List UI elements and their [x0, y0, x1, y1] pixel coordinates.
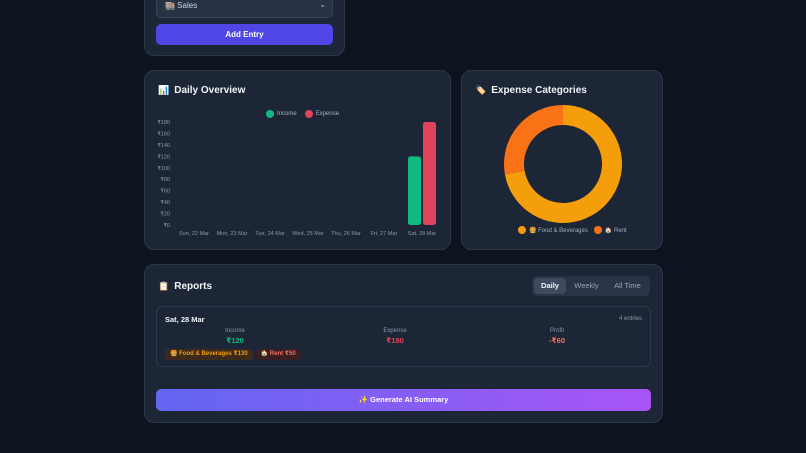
daily-overview-title: 📊 Daily Overview [158, 85, 245, 96]
clipboard-icon: 📋 [158, 281, 170, 291]
daily-overview-title-text: Daily Overview [174, 85, 246, 96]
x-tick-label: Thu, 26 Mar [331, 231, 361, 237]
expense-stat-label: Expense [383, 328, 407, 334]
y-tick-label: ₹120 [157, 153, 170, 160]
expense-categories-title: 🏷️ Expense Categories [475, 85, 587, 96]
bar-income [408, 156, 421, 225]
y-tick-label: ₹160 [157, 130, 170, 137]
profit-stat-value: -₹60 [548, 336, 566, 345]
y-tick-label: ₹20 [160, 211, 170, 218]
category-select-value: 🏬 Sales [165, 1, 198, 10]
day-report-entries: 4 entries [618, 316, 642, 322]
bar-chart-icon: 📊 [158, 85, 170, 95]
rent-dot-icon [593, 226, 602, 234]
income-dot-icon [266, 110, 274, 118]
x-tick-label: Sun, 22 Mar [179, 231, 209, 237]
y-tick-label: ₹180 [157, 119, 170, 126]
category-chips: 🍔 Food & Beverages ₹130 🏠 Rent ₹50 [165, 349, 301, 360]
x-tick-label: Sat, 28 Mar [408, 231, 437, 237]
generate-ai-summary-button[interactable]: ✨ Generate AI Summary [156, 389, 651, 411]
x-tick-label: Tue, 24 Mar [255, 231, 285, 237]
y-tick-label: ₹80 [160, 176, 170, 183]
doughnut-slice [504, 105, 622, 223]
legend-label-food: 🍔 Food & Beverages [529, 227, 588, 234]
categories-legend: 🍔 Food & Beverages 🏠 Rent [518, 226, 627, 234]
reports-card: 📋 Reports Daily Weekly All Time Sat, 28 … [144, 264, 663, 423]
tag-icon: 🏷️ [475, 85, 487, 95]
reports-title: 📋 Reports [158, 281, 212, 292]
tab-daily[interactable]: Daily [534, 278, 566, 294]
day-report-date: Sat, 28 Mar [165, 315, 205, 324]
legend-label-income: Income [277, 111, 297, 117]
category-select[interactable]: 🏬 Sales ⌄ [156, 0, 333, 18]
report-period-tabs: Daily Weekly All Time [532, 276, 650, 296]
legend-item-rent[interactable]: 🏠 Rent [593, 226, 627, 234]
income-stat-label: Income [225, 328, 245, 334]
expense-dot-icon [304, 110, 313, 118]
expense-categories-title-text: Expense Categories [491, 85, 587, 96]
income-stat: Income ₹120 [205, 328, 265, 345]
x-tick-label: Wed, 25 Mar [292, 231, 324, 237]
expense-stat-value: ₹180 [386, 336, 404, 345]
profit-stat: Profit -₹60 [527, 328, 587, 345]
legend-label-expense: Expense [315, 111, 340, 117]
daily-overview-chart: ₹0 ₹20 ₹40 ₹60 ₹80 ₹100 ₹120 ₹140 ₹160 ₹180 Sun, 2… [157, 119, 437, 237]
chip-food-beverages: 🍔 Food & Beverages ₹130 [165, 349, 253, 360]
x-tick-label: Fri, 27 Mar [371, 231, 398, 237]
expense-categories-chart [504, 105, 622, 223]
income-stat-value: ₹120 [226, 336, 244, 345]
y-tick-label: ₹60 [160, 188, 170, 195]
legend-item-income[interactable]: Income [266, 110, 297, 118]
add-entry-button[interactable]: Add Entry [156, 24, 333, 45]
daily-overview-card: 📊 Daily Overview Income Expense ₹0 ₹20 ₹40… [144, 70, 451, 250]
chevron-down-icon: ⌄ [319, 0, 326, 9]
entry-form-card: 🏬 Sales ⌄ Add Entry [144, 0, 345, 56]
y-tick-label: ₹40 [160, 199, 170, 206]
food-dot-icon [518, 226, 526, 234]
doughnut-slice [504, 105, 563, 175]
tab-weekly[interactable]: Weekly [574, 281, 599, 290]
legend-item-expense[interactable]: Expense [304, 110, 340, 118]
legend-item-food[interactable]: 🍔 Food & Beverages [518, 226, 588, 234]
y-tick-label: ₹140 [157, 142, 170, 149]
day-report: Sat, 28 Mar 4 entries Income ₹120 Expens… [156, 306, 651, 367]
y-tick-label: ₹0 [163, 222, 170, 229]
expense-categories-card: 🏷️ Expense Categories 🍔 Food & Beverages… [461, 70, 663, 250]
reports-title-text: Reports [174, 281, 213, 292]
y-tick-label: ₹100 [157, 165, 170, 172]
x-tick-label: Mon, 23 Mar [217, 231, 248, 237]
profit-stat-label: Profit [549, 328, 564, 334]
tab-all-time[interactable]: All Time [614, 281, 641, 290]
legend-label-rent: 🏠 Rent [604, 227, 627, 234]
bar-expense [423, 122, 436, 225]
overview-legend: Income Expense [266, 110, 339, 118]
chip-rent: 🏠 Rent ₹50 [255, 349, 301, 360]
expense-stat: Expense ₹180 [365, 328, 425, 345]
